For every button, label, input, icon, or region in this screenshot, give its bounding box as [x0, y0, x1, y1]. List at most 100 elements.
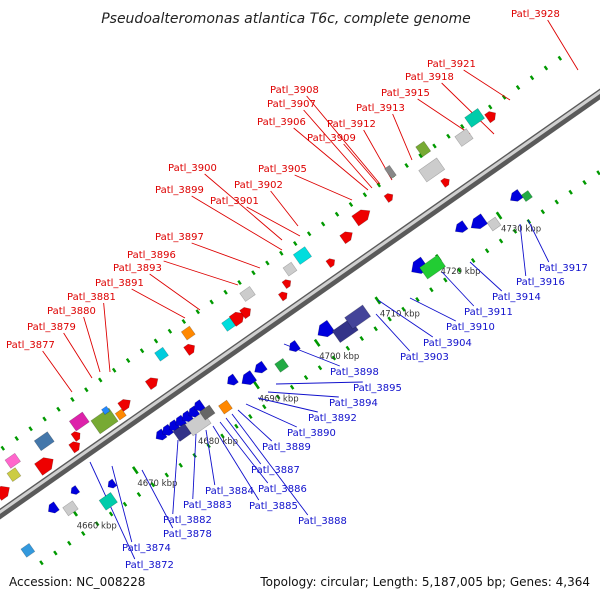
- leader-line: [191, 242, 261, 269]
- guide-dot: [153, 338, 159, 344]
- genome-summary-text: Topology: circular; Length: 5,187,005 bp…: [259, 575, 590, 589]
- tick-label: 4720 kbp: [440, 267, 480, 277]
- reverse-gene: [199, 404, 216, 421]
- leader-line: [191, 195, 283, 251]
- forward-gene: [282, 261, 298, 277]
- reverse-gene: [470, 213, 489, 230]
- guide-dot: [512, 228, 518, 234]
- leader-line: [463, 69, 511, 101]
- reverse-gene: [241, 370, 258, 386]
- gene-labels: Patl_3877 Patl_3879 Patl_3880 Patl_3881 Patl…: [6, 9, 588, 571]
- guide-dot: [42, 416, 47, 422]
- guide-dot: [540, 209, 546, 215]
- guide-dot: [317, 365, 323, 371]
- forward-gene: [180, 325, 196, 341]
- reverse-gene: [168, 419, 181, 432]
- reverse-gene: [20, 542, 36, 558]
- leader-line: [237, 409, 273, 442]
- forward-gene-label: Patl_3896: [127, 250, 176, 261]
- forward-gene-label: Patl_3921: [427, 59, 476, 70]
- reverse-gene: [510, 188, 524, 202]
- guide-dot: [275, 394, 281, 400]
- guide-dot: [70, 397, 75, 402]
- guide-dot: [237, 280, 242, 286]
- reverse-gene-label: Patl_3884: [205, 486, 254, 497]
- guide-dot: [14, 436, 19, 441]
- tick-mark: [374, 296, 382, 305]
- leader-line: [246, 206, 301, 237]
- forward-gene: [339, 231, 353, 245]
- forward-gene-label: Patl_3881: [67, 292, 116, 303]
- guide-dot: [292, 241, 298, 247]
- guide-dot: [515, 85, 521, 91]
- guide-dot: [568, 189, 573, 195]
- guide-dot: [432, 143, 437, 149]
- leader-line: [294, 174, 353, 201]
- leader-line: [131, 288, 186, 319]
- guide-dot: [289, 384, 295, 390]
- guide-dot: [501, 94, 507, 100]
- guide-dot: [223, 289, 228, 295]
- guide-dot: [320, 221, 326, 227]
- leader-line: [306, 95, 381, 185]
- reverse-gene: [48, 501, 60, 514]
- reverse-gene: [162, 423, 175, 436]
- leader-line: [409, 297, 456, 322]
- guide-dot: [94, 521, 100, 527]
- reverse-gene-label: Patl_3888: [298, 516, 347, 527]
- guide-dot: [596, 170, 600, 176]
- guide-dot: [125, 358, 131, 363]
- reverse-gene-label: Patl_3872: [125, 560, 174, 571]
- forward-gene-label: Patl_3899: [155, 185, 204, 196]
- guide-dot: [181, 319, 187, 324]
- forward-gene: [351, 209, 371, 227]
- forward-gene-label: Patl_3905: [258, 164, 307, 175]
- gene-features: [0, 107, 533, 558]
- guide-dot: [98, 377, 103, 383]
- guide-dot: [401, 306, 406, 312]
- reverse-gene: [62, 500, 79, 517]
- guide-dot: [39, 560, 44, 566]
- leader-line: [225, 417, 262, 465]
- leader-line: [103, 302, 111, 373]
- forward-gene: [0, 485, 10, 501]
- guide-dot: [487, 104, 493, 110]
- forward-gene: [114, 408, 127, 421]
- guide-dot: [136, 492, 142, 498]
- forward-gene-label: Patl_3912: [327, 119, 376, 130]
- forward-gene: [277, 291, 288, 302]
- tick-mark: [253, 381, 260, 390]
- leader-line: [275, 381, 363, 385]
- reverse-gene: [274, 357, 290, 373]
- reverse-gene-label: Patl_3898: [330, 367, 379, 378]
- reverse-gene-label: Patl_3890: [287, 428, 336, 439]
- guide-dot: [111, 367, 117, 373]
- forward-gene-label: Patl_3909: [307, 133, 356, 144]
- guide-dot: [415, 297, 420, 303]
- reverse-gene-label: Patl_3878: [163, 529, 212, 540]
- guide-dot: [220, 433, 225, 439]
- reverse-gene-label: Patl_3885: [249, 501, 298, 512]
- leader-line: [192, 433, 197, 500]
- reverse-gene: [254, 360, 268, 374]
- tick-label: 4690 kbp: [259, 394, 299, 404]
- leader-line: [219, 421, 269, 484]
- leader-line: [441, 271, 475, 307]
- guide-dot: [80, 531, 86, 537]
- guide-dot: [373, 326, 378, 332]
- tick-label: 4730 kbp: [501, 225, 541, 235]
- guide-dot: [209, 299, 214, 305]
- reverse-gene: [188, 405, 201, 418]
- guide-dot: [529, 75, 535, 81]
- leader-line: [377, 299, 434, 338]
- reverse-gene: [520, 190, 533, 203]
- tick-mark: [313, 338, 321, 347]
- tick-mark: [131, 466, 139, 475]
- guide-dot: [279, 250, 284, 256]
- leader-line: [83, 316, 101, 373]
- forward-gene-label: Patl_3906: [257, 117, 306, 128]
- reverse-gene: [98, 491, 118, 511]
- leader-line: [212, 425, 260, 501]
- forward-gene: [239, 286, 256, 302]
